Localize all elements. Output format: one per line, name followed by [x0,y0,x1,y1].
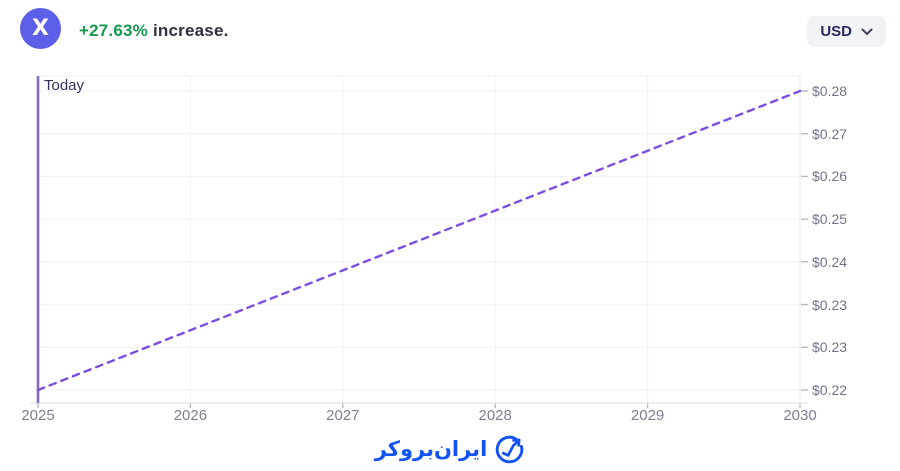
change-text: increase. [153,21,229,40]
y-tick-label: $0.22 [812,382,848,398]
x-tick-label: 2030 [783,407,817,424]
brand-footer[interactable]: ایران‌بروکر [0,432,900,466]
chevron-down-icon [861,28,873,35]
x-tick-label: 2029 [630,407,665,424]
currency-value: USD [820,23,852,40]
x-tick-label: 2028 [478,407,512,424]
y-tick-label: $0.26 [812,168,848,185]
coin-logo-letter: X [32,16,49,41]
currency-selector[interactable]: USD [807,16,886,47]
coin-logo: X [20,8,61,49]
y-tick-label: $0.23 [812,339,848,356]
y-tick-label: $0.27 [812,125,848,142]
x-tick-label: 2025 [21,407,55,424]
y-tick-label: $0.23 [812,296,848,313]
x-tick-label: 2027 [326,407,360,424]
forecast-line [36,89,802,392]
change-percent: +27.63% [79,21,148,40]
x-tick-label: 2026 [173,407,208,424]
headline: +27.63% increase. [79,21,229,41]
y-tick-label: $0.24 [812,253,848,270]
brand-logo-icon [496,435,524,463]
y-tick-label: $0.25 [812,211,848,228]
brand-text: ایران‌بروکر [374,437,488,461]
today-label: Today [44,77,85,94]
y-tick-label: $0.28 [812,83,848,99]
